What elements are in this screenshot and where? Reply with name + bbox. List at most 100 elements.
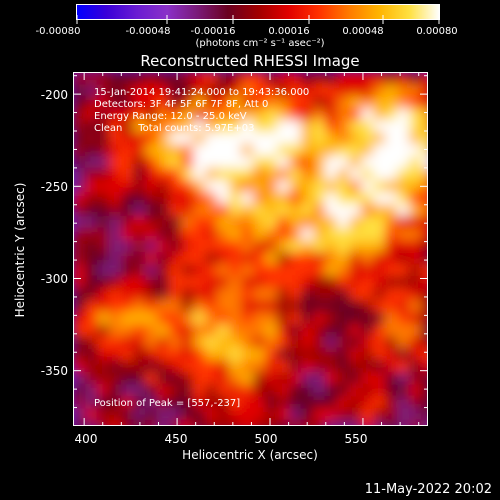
- intensity-cell: [181, 408, 194, 421]
- intensity-cell: [133, 72, 146, 85]
- intensity-cell: [337, 396, 350, 409]
- intensity-cell: [217, 372, 230, 385]
- intensity-cell: [205, 288, 218, 301]
- intensity-cell: [325, 384, 338, 397]
- intensity-cell: [85, 216, 98, 229]
- reconstructed-image: [73, 72, 428, 426]
- intensity-cell: [325, 252, 338, 265]
- intensity-cell: [181, 168, 194, 181]
- intensity-cell: [277, 420, 290, 426]
- intensity-cell: [205, 420, 218, 426]
- intensity-cell: [325, 192, 338, 205]
- intensity-cell: [325, 72, 338, 85]
- intensity-cell: [229, 372, 242, 385]
- intensity-cell: [409, 216, 422, 229]
- intensity-cell: [217, 324, 230, 337]
- intensity-cell: [133, 348, 146, 361]
- intensity-cell: [409, 204, 422, 217]
- intensity-cell: [217, 72, 230, 85]
- intensity-cell: [229, 240, 242, 253]
- intensity-cell: [133, 300, 146, 313]
- intensity-cell: [241, 420, 254, 426]
- intensity-cell: [193, 420, 206, 426]
- axis-ticks: [73, 72, 428, 426]
- intensity-cell: [85, 264, 98, 277]
- y-tick-label: -200: [40, 88, 68, 102]
- intensity-cell: [373, 228, 386, 241]
- intensity-cell: [217, 276, 230, 289]
- intensity-cell: [313, 408, 326, 421]
- intensity-cell: [373, 240, 386, 253]
- intensity-cell: [169, 96, 182, 109]
- intensity-cell: [421, 240, 428, 253]
- intensity-cell: [85, 84, 98, 97]
- intensity-cell: [121, 324, 134, 337]
- intensity-cell: [361, 240, 374, 253]
- intensity-cell: [85, 336, 98, 349]
- intensity-cell: [397, 192, 410, 205]
- intensity-cell: [121, 288, 134, 301]
- intensity-cell: [229, 288, 242, 301]
- intensity-cell: [181, 288, 194, 301]
- intensity-cell: [73, 372, 86, 385]
- intensity-cell: [277, 252, 290, 265]
- intensity-cell: [289, 132, 302, 145]
- intensity-cell: [301, 96, 314, 109]
- intensity-cell: [265, 180, 278, 193]
- intensity-cell: [325, 396, 338, 409]
- intensity-cell: [133, 240, 146, 253]
- intensity-cell: [121, 204, 134, 217]
- intensity-cell: [145, 408, 158, 421]
- intensity-cell: [253, 348, 266, 361]
- intensity-cell: [289, 144, 302, 157]
- intensity-cell: [109, 216, 122, 229]
- intensity-cell: [181, 156, 194, 169]
- intensity-cell: [145, 384, 158, 397]
- intensity-cell: [385, 276, 398, 289]
- intensity-cell: [253, 420, 266, 426]
- intensity-cell: [109, 192, 122, 205]
- intensity-cell: [349, 312, 362, 325]
- intensity-cell: [109, 108, 122, 121]
- intensity-cell: [373, 144, 386, 157]
- intensity-cell: [421, 72, 428, 85]
- intensity-cell: [169, 192, 182, 205]
- intensity-cell: [109, 180, 122, 193]
- intensity-cell: [157, 228, 170, 241]
- intensity-cell: [337, 96, 350, 109]
- intensity-cell: [313, 324, 326, 337]
- intensity-cell: [265, 360, 278, 373]
- intensity-cell: [301, 120, 314, 133]
- intensity-cell: [349, 204, 362, 217]
- intensity-cell: [337, 180, 350, 193]
- intensity-cell: [289, 372, 302, 385]
- intensity-cell: [397, 120, 410, 133]
- intensity-cell: [409, 168, 422, 181]
- intensity-cell: [409, 360, 422, 373]
- intensity-cell: [73, 408, 86, 421]
- intensity-cell: [229, 168, 242, 181]
- intensity-cell: [85, 168, 98, 181]
- intensity-cell: [157, 168, 170, 181]
- intensity-cell: [325, 144, 338, 157]
- intensity-cell: [325, 156, 338, 169]
- intensity-cell: [337, 312, 350, 325]
- intensity-cell: [313, 360, 326, 373]
- intensity-cell: [277, 240, 290, 253]
- intensity-cell: [361, 156, 374, 169]
- intensity-cell: [241, 156, 254, 169]
- intensity-cell: [193, 108, 206, 121]
- intensity-cell: [397, 420, 410, 426]
- intensity-cell: [397, 360, 410, 373]
- intensity-cell: [397, 372, 410, 385]
- intensity-cell: [265, 336, 278, 349]
- intensity-cell: [397, 228, 410, 241]
- intensity-cell: [205, 228, 218, 241]
- intensity-cell: [169, 180, 182, 193]
- intensity-cell: [85, 204, 98, 217]
- intensity-cell: [241, 108, 254, 121]
- intensity-cell: [205, 120, 218, 133]
- intensity-cell: [253, 192, 266, 205]
- y-tick-label: -350: [40, 364, 68, 378]
- intensity-cell: [217, 204, 230, 217]
